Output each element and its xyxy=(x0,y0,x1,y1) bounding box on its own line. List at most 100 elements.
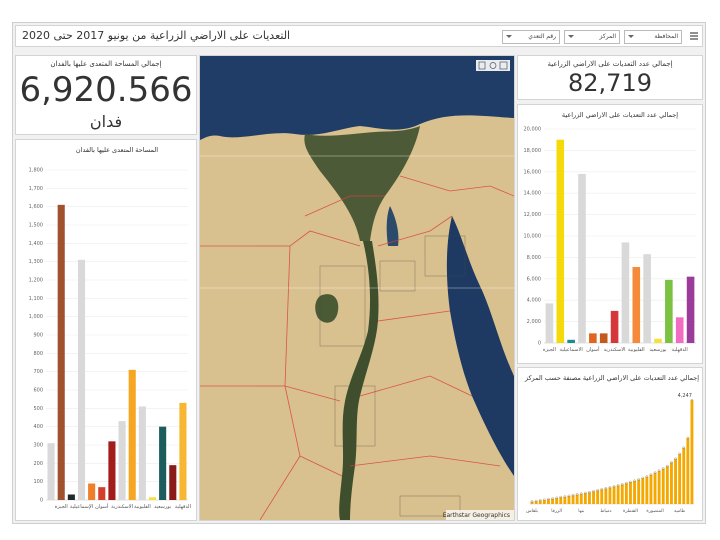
bar-marker xyxy=(616,484,620,487)
bar xyxy=(559,497,563,504)
x-tick-label: الجيزة xyxy=(543,347,556,353)
bar-chart: إجمالي عدد التعديات على الاراضي الزراعية… xyxy=(524,111,696,353)
y-tick-label: 12,000 xyxy=(524,212,542,218)
x-tick-label: طاميه xyxy=(674,509,686,514)
bar-marker xyxy=(584,491,587,495)
bar xyxy=(128,369,136,500)
chart-panel: إجمالي عدد التعديات على الاراضي الزراعية… xyxy=(517,367,703,521)
bar xyxy=(575,494,579,504)
map-tools[interactable] xyxy=(476,60,510,71)
bar-marker xyxy=(555,496,558,500)
y-tick-label: 0 xyxy=(538,341,541,347)
bar-marker xyxy=(575,493,579,496)
y-tick-label: 1,400 xyxy=(29,241,43,247)
bar xyxy=(661,468,665,504)
bar xyxy=(538,500,542,504)
x-tick-label: بنها xyxy=(578,509,584,514)
bar-marker xyxy=(682,446,686,450)
bar xyxy=(563,496,567,504)
y-tick-label: 1,500 xyxy=(29,223,43,229)
y-tick-label: 8,000 xyxy=(527,255,541,261)
bar-marker xyxy=(661,467,665,470)
bar-marker xyxy=(625,481,628,485)
bar xyxy=(583,493,587,504)
bar xyxy=(596,490,600,504)
bar-marker xyxy=(633,479,636,483)
bar-marker xyxy=(641,476,645,480)
bar-marker xyxy=(674,457,677,461)
bar xyxy=(67,494,75,500)
map-attribution: Earthstar Geographics xyxy=(443,512,510,519)
bar xyxy=(88,483,96,500)
bar-marker xyxy=(563,495,567,498)
menu-icon[interactable] xyxy=(689,31,699,41)
chart-title: المساحة المتعدى عليها بالفدان xyxy=(76,146,158,154)
bar xyxy=(534,501,538,504)
bar xyxy=(674,458,677,504)
x-tick-label: القليوبية xyxy=(628,347,645,353)
bar-marker xyxy=(686,436,690,440)
bar xyxy=(148,497,157,500)
bar xyxy=(567,339,575,343)
bar xyxy=(159,426,167,500)
bar-marker xyxy=(588,490,591,494)
filter-dropdown[interactable]: المركز xyxy=(564,30,620,44)
bar xyxy=(645,476,649,504)
bar-marker xyxy=(567,494,571,498)
x-tick-label: أسوان xyxy=(95,503,109,510)
bar xyxy=(686,276,695,343)
y-tick-label: 0 xyxy=(40,498,43,504)
data-label: 4,247 xyxy=(678,393,692,399)
bar xyxy=(610,310,619,343)
bar-marker xyxy=(592,489,595,493)
y-tick-label: 900 xyxy=(33,333,43,339)
bar-marker xyxy=(551,497,554,500)
y-tick-label: 1,100 xyxy=(29,296,43,302)
x-tick-label: المنصورة xyxy=(646,509,663,514)
bar xyxy=(578,173,586,343)
x-tick-label: الإسماعيلية xyxy=(70,504,93,510)
bar xyxy=(675,317,684,343)
bar xyxy=(57,204,65,500)
bar xyxy=(608,487,612,504)
bar xyxy=(567,495,571,504)
filter-dropdown[interactable]: رقم التعدي xyxy=(502,30,560,44)
map: Earthstar Geographics xyxy=(200,56,514,520)
bar xyxy=(547,499,550,504)
bar-marker xyxy=(543,498,546,502)
x-tick-label: القنطرة xyxy=(623,509,638,514)
y-tick-label: 1,600 xyxy=(29,204,43,210)
bar-marker xyxy=(547,497,550,501)
bar xyxy=(551,498,554,504)
x-tick-label: الاسماعيلية xyxy=(560,347,583,353)
bar xyxy=(571,495,575,504)
y-tick-label: 10,000 xyxy=(524,234,542,240)
chart-title: إجمالي عدد التعديات على الاراضي الزراعية xyxy=(562,111,678,119)
bar-marker xyxy=(666,464,669,468)
bar xyxy=(653,472,657,504)
bar xyxy=(555,497,559,504)
bar xyxy=(690,400,694,504)
y-tick-label: 1,300 xyxy=(29,259,43,265)
bar-marker xyxy=(645,475,649,478)
bar-marker xyxy=(579,492,583,496)
bar-marker xyxy=(534,499,538,503)
bar xyxy=(620,484,624,504)
bar xyxy=(657,470,661,504)
bar xyxy=(579,493,583,504)
map-panel: Earthstar Geographics xyxy=(199,55,515,521)
bar-marker xyxy=(670,461,673,464)
kpi-unit: فدان xyxy=(89,112,123,131)
bar-marker xyxy=(612,485,616,488)
bar xyxy=(632,267,641,343)
x-tick-label: الدقهلية xyxy=(175,504,191,510)
y-tick-label: 800 xyxy=(33,351,43,357)
bar-chart: المساحة المتعدى عليها بالفدان 0 100 200 300 4… xyxy=(29,146,191,510)
y-tick-label: 400 xyxy=(33,424,43,430)
bar xyxy=(629,482,632,504)
kpi-card: إجمالي عدد التعديات على الاراضي الزراعية… xyxy=(517,55,703,100)
bar-marker xyxy=(657,469,661,473)
filter-dropdown[interactable]: المحافظة xyxy=(624,30,682,44)
dashboard: التعديات على الاراضي الزراعية من يونيو 2… xyxy=(12,22,706,524)
